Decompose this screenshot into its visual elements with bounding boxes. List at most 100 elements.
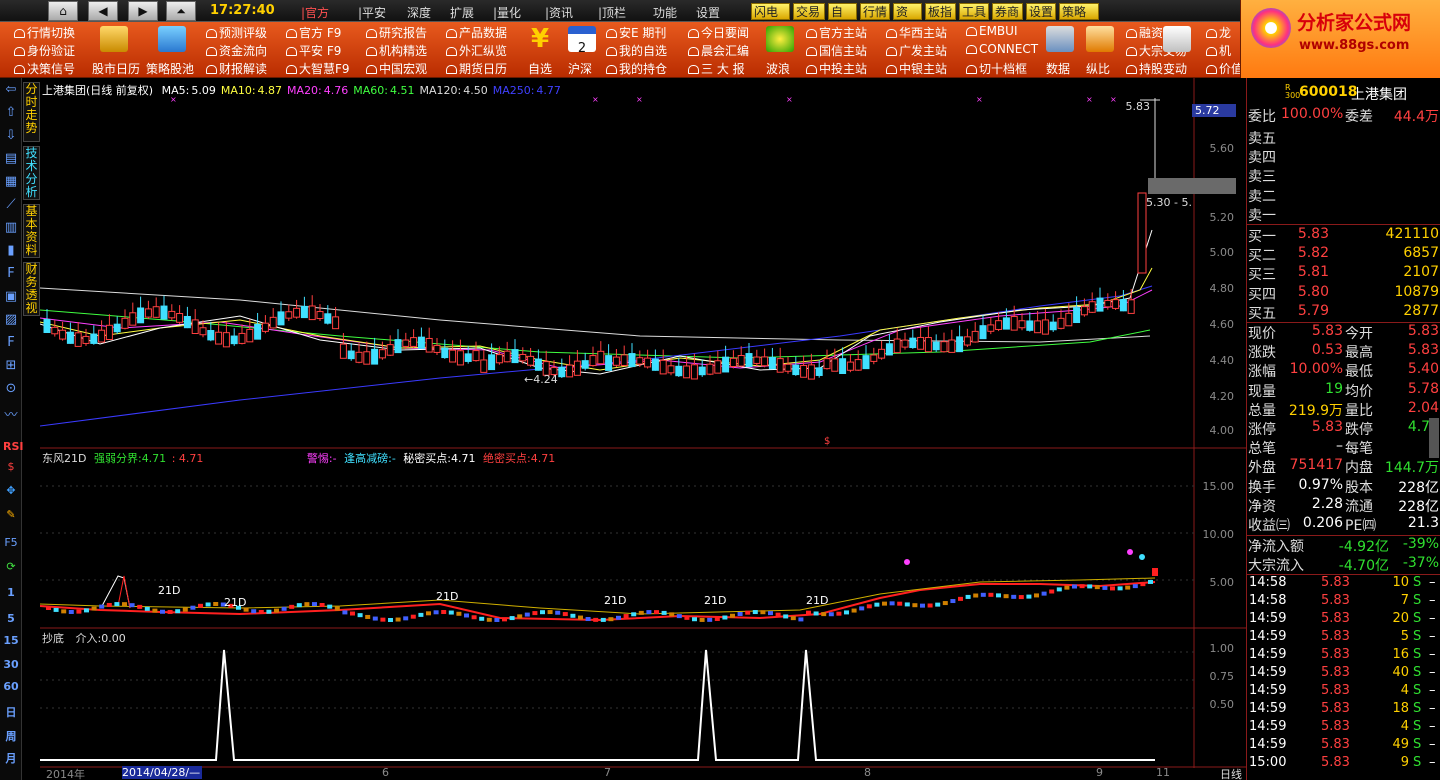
quick-link[interactable]: 我的持仓 bbox=[606, 60, 667, 77]
kline-chart-svg[interactable]: × × × × × × × $ bbox=[40, 78, 1246, 780]
quick-link[interactable]: 期货日历 bbox=[446, 60, 507, 77]
period-button[interactable]: 30 bbox=[3, 658, 19, 671]
quick-link[interactable]: 大智慧F9 bbox=[286, 60, 350, 77]
fz-icon[interactable]: F bbox=[7, 335, 15, 350]
home-button[interactable]: ⌂ bbox=[48, 1, 78, 21]
quick-link[interactable]: 预测评级 bbox=[206, 24, 267, 41]
menu-item[interactable]: 设置 bbox=[696, 6, 721, 20]
quick-link[interactable]: 国信主站 bbox=[806, 42, 867, 59]
menu-item[interactable]: |量化 bbox=[493, 6, 522, 20]
chart-report-icon[interactable] bbox=[1163, 26, 1191, 52]
books-icon[interactable] bbox=[1086, 26, 1114, 52]
period-button[interactable]: 月 bbox=[5, 752, 17, 765]
menu-item[interactable]: |顶栏 bbox=[598, 6, 627, 20]
globe-icon[interactable] bbox=[766, 26, 794, 52]
quick-link[interactable]: 策略股池 bbox=[146, 60, 194, 77]
quick-link[interactable]: 波浪 bbox=[766, 60, 790, 77]
top-button[interactable]: 工具 bbox=[959, 3, 989, 20]
search-icon[interactable]: ⊙ bbox=[5, 381, 17, 396]
grid-icon[interactable]: ▦ bbox=[4, 174, 18, 189]
candle-icon[interactable]: ▮ bbox=[7, 243, 15, 258]
top-button[interactable]: 自选 bbox=[828, 3, 857, 35]
arrow-down-icon[interactable]: ⇩ bbox=[5, 128, 17, 143]
quick-link[interactable]: 机 bbox=[1206, 42, 1231, 59]
menu-item[interactable]: |资讯 bbox=[545, 6, 574, 20]
quick-link[interactable]: 晨会汇编 bbox=[688, 42, 749, 59]
yen-icon[interactable]: ¥ bbox=[530, 24, 550, 54]
quick-link[interactable]: 纵比 bbox=[1086, 60, 1110, 77]
quick-link[interactable]: 研究报告 bbox=[366, 24, 427, 41]
info-icon[interactable]: ▣ bbox=[4, 289, 18, 304]
quick-link[interactable]: 广发主站 bbox=[886, 42, 947, 59]
period-button[interactable]: 15 bbox=[3, 634, 19, 647]
quick-link[interactable]: 龙 bbox=[1206, 24, 1231, 41]
quick-link[interactable]: 资金流向 bbox=[206, 42, 267, 59]
period-button[interactable]: 周 bbox=[5, 730, 17, 743]
refresh-icon[interactable]: ⟳ bbox=[6, 560, 16, 573]
period-label[interactable]: 日线 bbox=[1220, 768, 1242, 780]
chart-zoom-icon[interactable]: ▨ bbox=[4, 312, 18, 327]
menu-item[interactable]: 扩展 bbox=[450, 6, 475, 20]
quick-link[interactable]: 数据 bbox=[1046, 60, 1070, 77]
quick-link[interactable]: 中国宏观 bbox=[366, 60, 427, 77]
quick-link[interactable]: 安E 期刊 bbox=[606, 24, 666, 41]
top-button[interactable]: 交易 bbox=[793, 3, 825, 20]
move-icon[interactable]: ✥ bbox=[6, 484, 16, 497]
quick-link[interactable]: 官方 F9 bbox=[286, 24, 341, 41]
zoom-icon[interactable]: ⊞ bbox=[5, 358, 17, 373]
f5-icon[interactable]: F5 bbox=[4, 536, 18, 549]
quick-link[interactable]: 持股变动 bbox=[1126, 60, 1187, 77]
quick-link[interactable]: 沪深 bbox=[568, 60, 592, 77]
top-button[interactable]: 策略池 bbox=[1059, 3, 1099, 35]
quick-link[interactable]: 我的自选 bbox=[606, 42, 667, 59]
quick-link[interactable]: 官方主站 bbox=[806, 24, 867, 41]
top-button[interactable]: 行情 bbox=[860, 3, 890, 20]
menu-item[interactable]: 深度 bbox=[407, 6, 432, 20]
wave-icon[interactable]: 〰 bbox=[4, 408, 18, 423]
period-button[interactable]: 5 bbox=[7, 612, 15, 625]
quick-link[interactable]: 股市日历 bbox=[92, 60, 140, 77]
top-button[interactable]: 券商 bbox=[992, 3, 1023, 20]
quick-link[interactable]: 身份验证 bbox=[14, 42, 75, 59]
top-button[interactable]: 闪电手 bbox=[751, 3, 790, 35]
line-chart-icon[interactable]: ⟋ bbox=[6, 197, 16, 212]
briefcase-icon[interactable] bbox=[158, 26, 186, 52]
period-button[interactable]: 日 bbox=[5, 706, 17, 719]
collapse-button[interactable]: ⏶ bbox=[166, 1, 196, 21]
forward-button[interactable]: ▶ bbox=[128, 1, 158, 21]
period-button[interactable]: 1 bbox=[7, 586, 15, 599]
top-button[interactable]: 资讯 bbox=[893, 3, 922, 35]
vtab-2[interactable]: 基本资料 bbox=[23, 204, 40, 258]
quick-link[interactable]: CONNECT bbox=[966, 42, 1038, 56]
back-button[interactable]: ◀ bbox=[88, 1, 118, 21]
menu-item[interactable]: |平安 bbox=[358, 6, 387, 20]
quick-link[interactable]: 平安 F9 bbox=[286, 42, 341, 59]
menu-item[interactable]: |官方 bbox=[301, 6, 330, 20]
bar-chart-icon[interactable]: ▥ bbox=[4, 220, 18, 235]
top-button[interactable]: 设置 bbox=[1026, 3, 1056, 20]
user-icon[interactable] bbox=[100, 26, 128, 52]
calendar-icon[interactable]: 2 bbox=[568, 26, 596, 56]
quick-link[interactable]: 产品数据 bbox=[446, 24, 507, 41]
period-button[interactable]: RSI bbox=[3, 440, 24, 453]
menu-item[interactable]: 功能 bbox=[653, 6, 678, 20]
quick-link[interactable]: EMBUI bbox=[966, 24, 1018, 38]
scrollbar[interactable] bbox=[1429, 418, 1439, 458]
quick-link[interactable]: 今日要闻 bbox=[688, 24, 749, 41]
quick-link[interactable]: 中投主站 bbox=[806, 60, 867, 77]
quick-link[interactable]: 中银主站 bbox=[886, 60, 947, 77]
top-button[interactable]: 板指 bbox=[925, 3, 956, 20]
quick-link[interactable]: 行情切换 bbox=[14, 24, 75, 41]
arrow-left-icon[interactable]: ⇦ bbox=[5, 82, 17, 97]
fi-icon[interactable]: F bbox=[7, 266, 15, 281]
quick-link[interactable]: 财报解读 bbox=[206, 60, 267, 77]
pencil-icon[interactable]: ✎ bbox=[6, 508, 16, 521]
chart-area[interactable]: × × × × × × × $ 上港集团(日线 前复权) MA5: 5.09 MA10: 4.87 M… bbox=[40, 78, 1246, 780]
quick-link[interactable]: 外汇纵览 bbox=[446, 42, 507, 59]
vtab-1[interactable]: 技术分析 bbox=[23, 146, 40, 200]
vtab-0[interactable]: 分时走势 bbox=[23, 82, 40, 142]
quick-link[interactable]: 华西主站 bbox=[886, 24, 947, 41]
period-button[interactable]: 60 bbox=[3, 680, 19, 693]
quick-link[interactable]: 切十档框 bbox=[966, 60, 1027, 77]
quick-link[interactable]: 机构精选 bbox=[366, 42, 427, 59]
